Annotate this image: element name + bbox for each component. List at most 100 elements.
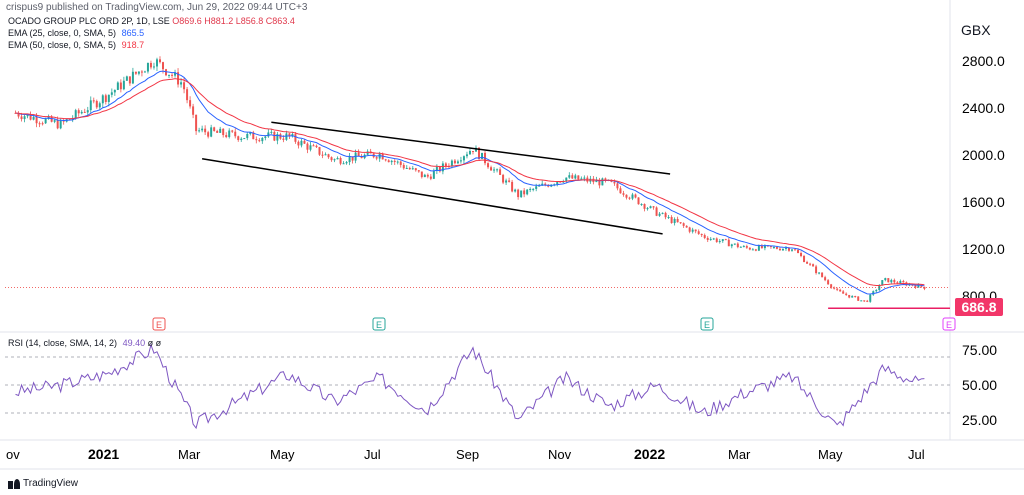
ema50-line xyxy=(15,78,925,287)
ema25-value: 865.5 xyxy=(121,28,145,38)
candle-body xyxy=(228,130,231,138)
tradingview-logo-icon xyxy=(8,478,20,489)
candle-body xyxy=(574,175,577,179)
price-tick: 1200.0 xyxy=(962,241,1005,257)
candle-body xyxy=(637,197,640,205)
candle-body xyxy=(499,169,502,175)
candle-body xyxy=(827,280,830,285)
candle-body xyxy=(688,227,691,232)
candle-body xyxy=(628,197,631,199)
candle-body xyxy=(177,72,180,85)
candle-body xyxy=(833,287,836,289)
candle-body xyxy=(315,145,318,148)
candle-body xyxy=(306,143,309,150)
candle-body xyxy=(285,133,288,140)
candle-body xyxy=(474,147,477,152)
candle-body xyxy=(821,272,824,278)
candle-body xyxy=(742,246,745,248)
candle-body xyxy=(240,138,243,141)
candle-body xyxy=(772,246,775,248)
candle-body xyxy=(535,186,538,189)
candle-body xyxy=(505,180,508,183)
candle-body xyxy=(140,71,143,73)
rsi-tick: 75.00 xyxy=(962,342,997,358)
candle-body xyxy=(213,127,216,131)
candle-body xyxy=(441,163,444,172)
candle-body xyxy=(511,181,514,192)
candle-body xyxy=(351,156,354,161)
candle-body xyxy=(917,284,920,288)
upcoming-earnings-marker[interactable] xyxy=(942,317,956,331)
candle-body xyxy=(219,128,222,133)
time-label: Mar xyxy=(178,447,201,462)
candle-body xyxy=(800,253,803,257)
candle-body xyxy=(809,263,812,265)
candle-body xyxy=(104,95,107,102)
candle-body xyxy=(180,82,183,85)
ema25-line xyxy=(15,70,925,295)
candle-body xyxy=(125,76,128,81)
candle-body xyxy=(881,280,884,286)
candle-body xyxy=(697,231,700,234)
candle-body xyxy=(113,89,116,93)
ema25-label: EMA (25, close, 0, SMA, 5) xyxy=(8,28,117,38)
candle-body xyxy=(225,135,228,138)
candle-body xyxy=(420,171,423,178)
candle-body xyxy=(727,239,730,247)
candle-body xyxy=(634,194,637,198)
candle-body xyxy=(601,178,604,186)
candle-body xyxy=(655,207,658,216)
event-markers[interactable]: E E E E xyxy=(152,317,956,331)
candle-body xyxy=(806,262,809,264)
candle-body xyxy=(471,151,474,153)
candle-body xyxy=(667,217,670,219)
candle-body xyxy=(784,247,787,249)
candle-body xyxy=(267,132,270,137)
dividend-marker[interactable] xyxy=(372,317,386,331)
lower-trendline xyxy=(202,157,663,235)
candle-body xyxy=(384,159,387,161)
candle-body xyxy=(490,167,493,171)
time-label: May xyxy=(818,447,843,462)
upper-trendline xyxy=(271,121,671,175)
candle-body xyxy=(249,132,252,134)
candle-body xyxy=(625,194,628,198)
candle-body xyxy=(155,59,158,67)
candle-body xyxy=(493,169,496,171)
candle-body xyxy=(896,282,899,284)
candle-body xyxy=(679,222,682,224)
candle-body xyxy=(107,94,110,102)
candle-body xyxy=(568,175,571,178)
candle-body xyxy=(748,247,751,250)
candle-body xyxy=(824,277,827,281)
price-tick: 1600.0 xyxy=(962,194,1005,210)
candle-body xyxy=(399,161,402,165)
currency-unit: GBX xyxy=(961,22,991,38)
rsi-tick: 50.00 xyxy=(962,377,997,393)
candle-body xyxy=(324,154,327,156)
candle-body xyxy=(478,147,481,159)
candle-body xyxy=(649,206,652,209)
candle-body xyxy=(119,82,122,90)
candle-body xyxy=(812,264,815,267)
candle-body xyxy=(41,123,44,125)
dividend-marker[interactable] xyxy=(700,317,714,331)
upcoming-marker-letter: E xyxy=(946,320,952,330)
candle-body xyxy=(393,160,396,162)
candle-body xyxy=(453,160,456,164)
candle-body xyxy=(848,294,851,298)
ema25-legend: EMA (25, close, 0, SMA, 5) 865.5 xyxy=(8,28,144,38)
candle-body xyxy=(658,213,661,216)
earnings-marker[interactable] xyxy=(152,317,166,331)
candle-body xyxy=(297,141,300,146)
candle-body xyxy=(700,233,703,236)
candle-body xyxy=(875,290,878,292)
candle-body xyxy=(300,140,303,146)
candle-body xyxy=(890,279,893,283)
candle-body xyxy=(763,245,766,249)
candle-body xyxy=(715,238,718,242)
candle-body xyxy=(465,154,468,157)
candle-body xyxy=(294,134,297,142)
candle-body xyxy=(195,114,198,132)
